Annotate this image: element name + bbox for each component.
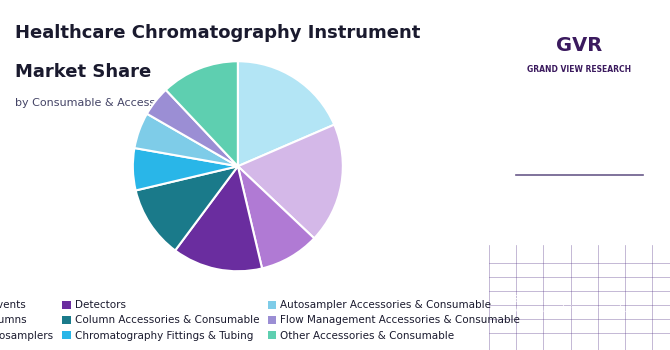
Text: by Consumable & Accessory, 2023 (%): by Consumable & Accessory, 2023 (%)	[15, 98, 231, 108]
Wedge shape	[175, 166, 262, 271]
Wedge shape	[165, 61, 238, 166]
Wedge shape	[136, 166, 238, 251]
Text: GRAND VIEW RESEARCH: GRAND VIEW RESEARCH	[527, 65, 632, 75]
Wedge shape	[238, 166, 314, 268]
FancyBboxPatch shape	[500, 7, 659, 84]
Wedge shape	[238, 125, 343, 238]
Wedge shape	[133, 148, 238, 190]
Text: Global Market Size,
2023: Global Market Size, 2023	[526, 199, 633, 221]
Legend: Solvents, Columns, Autosamplers, Detectors, Column Accessories & Consumable, Chr: Solvents, Columns, Autosamplers, Detecto…	[0, 296, 524, 345]
Text: Source:
www.grandviewresearch.com: Source: www.grandviewresearch.com	[513, 295, 646, 314]
Text: Healthcare Chromatography Instrument: Healthcare Chromatography Instrument	[15, 25, 420, 42]
Wedge shape	[135, 114, 238, 166]
Wedge shape	[238, 61, 334, 166]
Text: GVR: GVR	[556, 36, 603, 55]
Text: Market Share: Market Share	[15, 63, 151, 81]
Wedge shape	[147, 90, 238, 166]
Text: $1.5B: $1.5B	[530, 133, 629, 161]
